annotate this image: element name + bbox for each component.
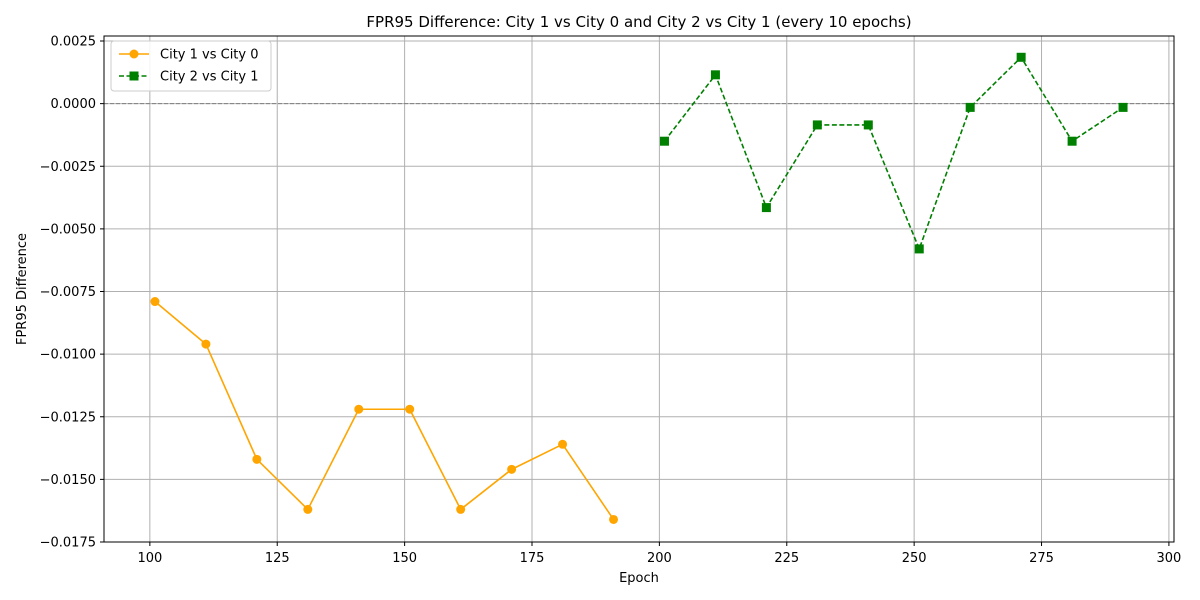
data-point <box>1118 102 1128 112</box>
data-point <box>761 203 771 213</box>
legend: City 1 vs City 0 City 2 vs City 1 <box>110 40 272 92</box>
data-point <box>710 70 720 80</box>
legend-marker <box>129 71 139 81</box>
series-line <box>663 56 1124 250</box>
y-tick-label: 0.0025 <box>51 35 97 50</box>
data-point <box>252 454 262 464</box>
y-tick-label: −0.0175 <box>40 536 96 551</box>
data-point <box>150 297 160 307</box>
legend-entry: City 1 vs City 0 <box>119 48 259 63</box>
legend-marker <box>129 49 139 59</box>
legend-box <box>110 40 272 92</box>
data-point <box>405 404 415 414</box>
data-point <box>201 339 211 349</box>
chart-title: FPR95 Difference: City 1 vs City 0 and C… <box>366 13 911 31</box>
x-tick-label: 175 <box>520 551 545 566</box>
data-point <box>863 120 873 130</box>
y-tick-label: −0.0025 <box>40 160 96 175</box>
data-point <box>507 464 517 474</box>
y-axis-label: FPR95 Difference <box>15 233 30 345</box>
data-point <box>354 404 364 414</box>
y-tick-label: −0.0050 <box>40 222 96 237</box>
x-tick-label: 300 <box>1156 551 1181 566</box>
y-tick-label: 0.0000 <box>51 97 97 112</box>
series-line <box>154 300 615 520</box>
x-tick-label: 100 <box>137 551 162 566</box>
data-point <box>812 120 822 130</box>
data-point <box>659 136 669 146</box>
data-point <box>1067 136 1077 146</box>
y-tick-label: −0.0075 <box>40 285 96 300</box>
y-tick-label: −0.0125 <box>40 410 96 425</box>
series-1 <box>150 297 619 524</box>
legend-label: City 2 vs City 1 <box>160 70 259 85</box>
legend-label: City 1 vs City 0 <box>160 48 259 63</box>
data-point <box>456 504 466 514</box>
y-tick-label: −0.0100 <box>40 348 96 363</box>
x-tick-label: 250 <box>902 551 927 566</box>
data-point <box>558 439 568 449</box>
x-axis-label: Epoch <box>619 571 659 586</box>
y-tick-label: −0.0150 <box>40 473 96 488</box>
plot-frame <box>103 35 1175 543</box>
legend-entry: City 2 vs City 1 <box>119 70 259 85</box>
series-2 <box>659 52 1128 254</box>
data-point <box>609 514 619 524</box>
x-tick-label: 200 <box>647 551 672 566</box>
data-point <box>914 244 924 254</box>
x-tick-label: 225 <box>774 551 799 566</box>
x-tick-label: 125 <box>265 551 290 566</box>
series-layer <box>150 52 1128 524</box>
data-point <box>1016 52 1026 62</box>
data-point <box>303 504 313 514</box>
x-tick-label: 150 <box>392 551 417 566</box>
x-tick-label: 275 <box>1029 551 1054 566</box>
data-point <box>965 102 975 112</box>
axes: 100 125 150 175 200 225 250 275 300 0.0025 0.0000 −… <box>40 35 1182 566</box>
